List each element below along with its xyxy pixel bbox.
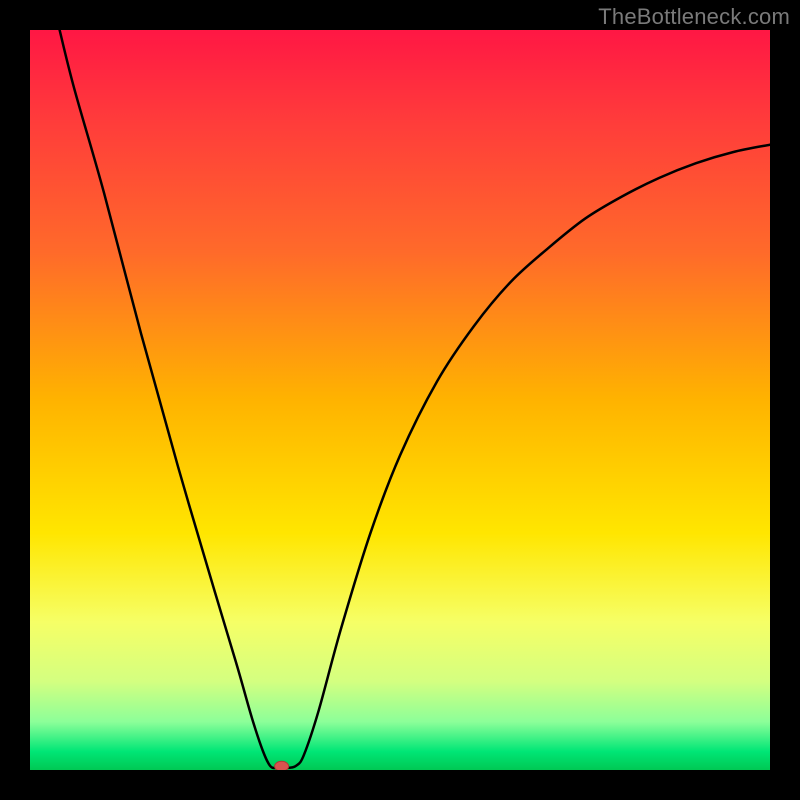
plot-svg xyxy=(30,30,770,770)
plot-area xyxy=(30,30,770,770)
gradient-background xyxy=(30,30,770,770)
optimal-point-marker xyxy=(275,761,289,770)
outer-frame: TheBottleneck.com xyxy=(0,0,800,800)
watermark-text: TheBottleneck.com xyxy=(598,4,790,30)
